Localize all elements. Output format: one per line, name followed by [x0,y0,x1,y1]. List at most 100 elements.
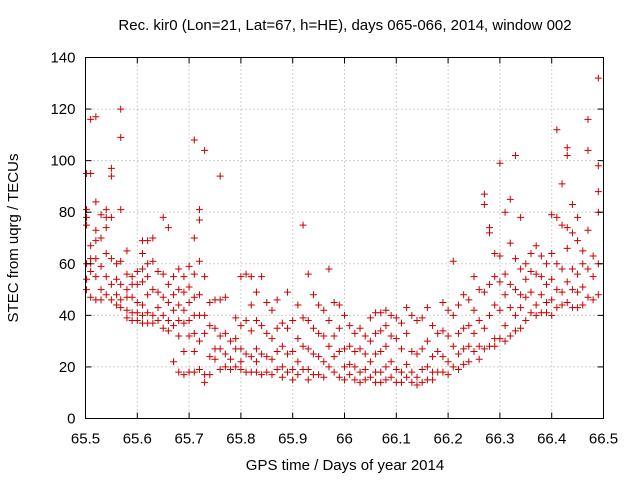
data-point [465,358,473,366]
y-tick-label: 60 [59,256,76,273]
data-point [175,317,183,325]
data-point [558,221,566,229]
data-point [527,249,535,257]
data-point [237,322,245,330]
data-point [553,260,561,268]
data-point [341,311,348,319]
data-point [449,311,457,319]
data-point [164,224,172,232]
data-point [496,306,504,314]
data-point [382,322,390,330]
data-point [216,366,224,374]
y-tick-label: 20 [59,359,76,376]
data-point [206,298,214,306]
data-point [175,301,183,309]
data-point [237,366,245,374]
data-point [330,368,338,376]
data-point [252,317,260,325]
data-point [361,332,369,340]
data-point [258,273,266,281]
data-point [252,345,260,353]
data-point [216,345,224,353]
data-point [584,146,592,154]
data-point [527,268,535,276]
data-point [480,324,488,332]
data-point [221,350,229,358]
data-point [574,288,582,296]
data-point [387,373,395,381]
data-point [553,213,561,221]
data-point [584,115,592,123]
data-point [527,288,535,296]
x-tick-label: 66.3 [485,431,514,448]
data-point [252,368,260,376]
data-point [506,332,514,340]
data-point [294,301,302,309]
data-point [263,329,271,337]
data-point [154,288,162,296]
y-tick-label: 140 [50,50,75,67]
data-point [579,260,587,268]
data-point [144,309,152,317]
data-point [506,239,514,247]
data-point [341,376,348,384]
x-tick-label: 65.5 [71,431,100,448]
data-point [387,332,395,340]
data-point [273,347,281,355]
data-point [180,273,188,281]
data-point [170,291,178,299]
data-point [429,376,437,384]
data-point [341,363,348,371]
data-point [486,311,494,319]
data-point [149,234,157,242]
data-point [206,371,214,379]
data-point [92,273,100,281]
data-point [247,327,255,335]
data-point [444,358,452,366]
data-point [237,273,245,281]
x-tick-label: 66.2 [433,431,462,448]
data-point [486,229,494,237]
data-point [263,353,271,361]
data-point [548,311,556,319]
data-point [480,288,488,296]
x-axis-tick-labels: 65.5 65.6 65.7 65.8 65.9 66 66.1 66.2 66.3 66.4 66… [71,431,618,448]
data-point [449,363,457,371]
data-point [460,360,468,368]
data-point [102,224,110,232]
data-point [92,255,100,263]
data-point [113,291,121,299]
data-point [527,309,535,317]
data-point [175,286,183,294]
data-point [568,286,576,294]
data-point [299,342,307,350]
data-point [460,291,468,299]
data-point [170,306,178,314]
data-point [180,288,188,296]
data-point [97,296,105,304]
data-point [206,353,214,361]
data-point [563,151,571,159]
data-point [144,291,152,299]
data-point [517,213,525,221]
data-point [366,358,374,366]
data-point [418,345,426,353]
data-point [164,327,172,335]
data-point [133,298,141,306]
y-tick-label: 100 [50,153,75,170]
data-point [418,366,426,374]
data-point [201,273,209,281]
data-point [154,304,162,312]
data-point [149,311,157,319]
data-point [175,368,183,376]
data-point [180,319,188,327]
data-point [320,373,328,381]
data-point [138,301,146,309]
data-point [227,337,235,345]
data-point [454,366,462,374]
data-point [439,368,447,376]
data-point [107,296,115,304]
data-point [117,257,125,265]
data-point [289,376,297,384]
data-point [444,306,452,314]
